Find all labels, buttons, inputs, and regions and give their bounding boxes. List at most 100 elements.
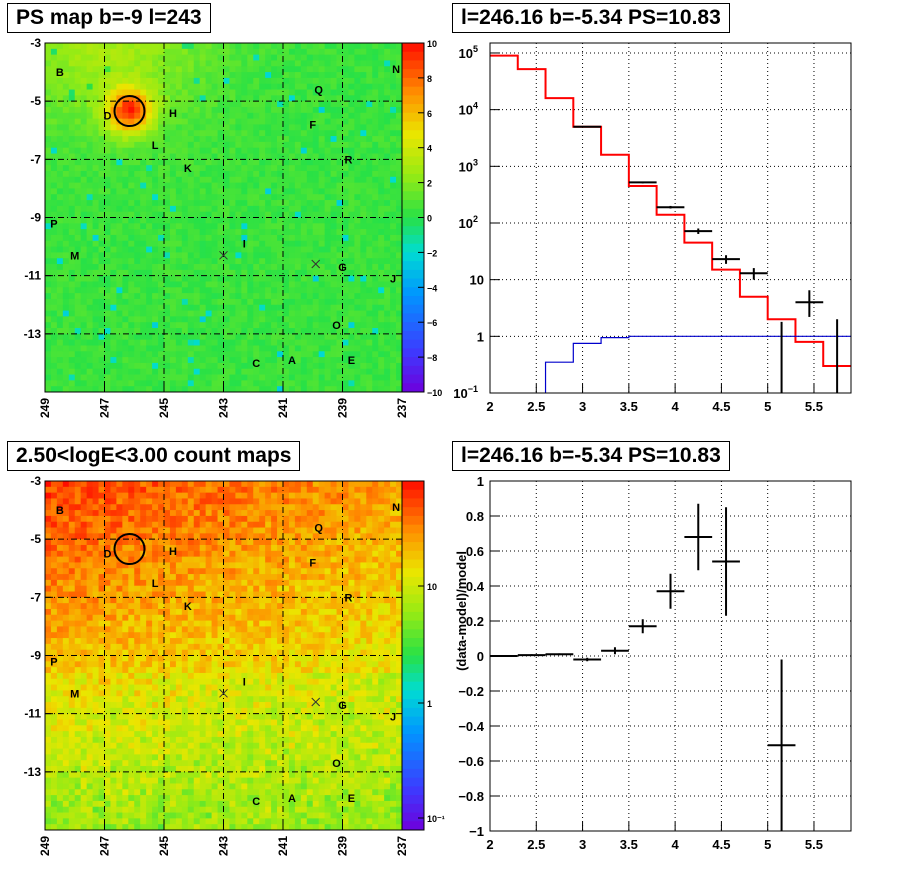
count-map-cell (164, 696, 171, 703)
ps-map-cell (288, 304, 296, 311)
ps-map-cell (300, 386, 308, 393)
ps-map-cell (342, 200, 349, 207)
count-map-cell (122, 521, 129, 528)
ps-map-cell (288, 368, 296, 375)
count-map-cell (128, 667, 135, 674)
count-map-cell (80, 539, 88, 546)
count-map-cell (146, 614, 153, 621)
ps-map-cell (205, 83, 212, 90)
ps-map-cell (247, 182, 254, 189)
ps-map-cell (396, 322, 403, 329)
ps-map-cell (235, 176, 242, 183)
ps-map-cell (229, 246, 236, 253)
ps-map-cell (68, 339, 76, 346)
ps-map-cell (306, 170, 314, 178)
ps-map-cell (86, 159, 93, 166)
ps-map-cell (390, 333, 397, 341)
count-map-cell (56, 608, 64, 616)
ps-map-cell (348, 176, 355, 183)
ps-map-cell (247, 83, 254, 90)
ps-map-cell (199, 147, 207, 154)
ps-map-cell (253, 101, 260, 108)
ps-map-cell (205, 316, 212, 323)
ps-map-cell (336, 362, 343, 370)
count-map-cell (98, 667, 105, 674)
ps-map-cell (277, 258, 284, 265)
ps-map-cell (169, 200, 177, 207)
ps-map-cell (360, 194, 367, 201)
ps-map-cell (169, 229, 177, 236)
ps-map-cell (68, 246, 76, 253)
ps-source-label-G: G (338, 262, 347, 274)
ps-map-cell (116, 304, 123, 311)
ps-map-cell (164, 159, 171, 166)
ps-map-cell (372, 380, 379, 387)
ps-map-cell (306, 362, 314, 370)
ps-map-cell (223, 176, 230, 183)
ps-map-cell (74, 141, 82, 149)
ps-map-cell (116, 223, 123, 230)
ps-map-cell (211, 205, 218, 213)
ps-map-cell (294, 200, 302, 207)
ps-map-cell (366, 147, 373, 154)
count-map-cell (152, 568, 159, 575)
count-map-cell (74, 783, 82, 790)
ps-map-cell (384, 147, 391, 154)
ps-map-cell (288, 60, 296, 67)
ps-map-cell (175, 95, 183, 102)
ps-map-cell (199, 345, 207, 352)
ps-map-cell (74, 269, 82, 277)
ps-map-cell (288, 153, 296, 160)
ps-map-cell (253, 54, 260, 61)
count-map-cells (45, 481, 403, 831)
count-map-cell (86, 777, 93, 784)
ps-map-cell (390, 66, 397, 73)
ps-map-cell (336, 357, 343, 364)
ps-map-cell (283, 304, 290, 311)
ps-map-cell (56, 223, 64, 230)
ps-map-cell (86, 234, 93, 242)
count-map-cell (164, 574, 171, 581)
ps-map-cell (271, 333, 278, 341)
ps-map-cell (152, 60, 159, 67)
ps-map-cell (187, 351, 195, 358)
ps-map-cell (122, 229, 129, 236)
ps-map-cell (342, 72, 349, 79)
count-map-cell (110, 649, 117, 656)
count-map-cell (80, 544, 88, 552)
ps-map-cell (306, 287, 314, 294)
ps-map-cell (98, 374, 105, 381)
ps-map-cell (360, 333, 367, 341)
ps-map-cell (318, 316, 326, 323)
ps-map-cell (169, 130, 177, 137)
ps-map-cell (306, 223, 314, 230)
ps-map-cell (164, 77, 171, 85)
ps-map-cell (86, 328, 93, 335)
ps-map-cell (366, 287, 373, 294)
count-map-cell (92, 742, 99, 749)
ps-map-cell (259, 165, 266, 172)
ps-map-cell (128, 339, 135, 346)
ps-map-cell (92, 72, 99, 79)
ps-map-cell (80, 72, 88, 79)
ps-map-cell (300, 194, 308, 201)
ps-map-cell (223, 211, 230, 218)
count-map-cell (86, 539, 93, 546)
count-map-cell (146, 684, 153, 691)
ps-map-cell (128, 54, 135, 61)
count-map-cell (164, 539, 171, 546)
ps-map-cell (306, 200, 314, 207)
ps-map-cell (235, 182, 242, 189)
ps-map-cell (50, 60, 58, 67)
ps-map-cell (384, 322, 391, 329)
ps-map-cell (378, 211, 385, 218)
count-map-cell (146, 539, 153, 546)
ps-map-cell (330, 362, 337, 370)
ps-map-cell (354, 182, 361, 189)
count-map-cell (128, 585, 135, 592)
count-map-cell (45, 731, 52, 738)
count-map-cell (45, 550, 52, 558)
ps-map-cell (354, 95, 361, 102)
ps-map-cell (92, 246, 99, 253)
count-map-cell (104, 492, 111, 499)
